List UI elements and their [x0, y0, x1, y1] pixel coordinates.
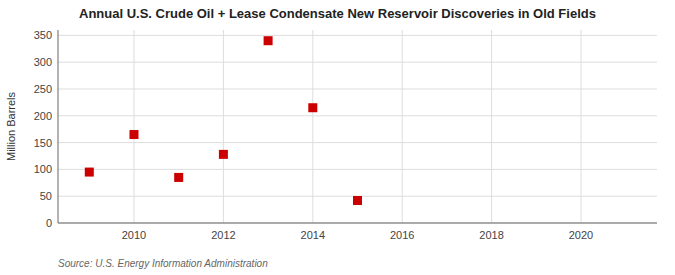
point — [219, 150, 228, 159]
chart-svg: Annual U.S. Crude Oil + Lease Condensate… — [0, 0, 675, 275]
x-tick-label: 2018 — [479, 229, 503, 241]
y-tick-label: 0 — [46, 217, 52, 229]
point — [264, 36, 273, 45]
x-axis-line — [58, 223, 657, 224]
x-grid-line — [581, 30, 582, 223]
y-grid-line — [58, 115, 657, 116]
x-tick-label: 2016 — [390, 229, 414, 241]
x-tick-label: 2014 — [301, 229, 325, 241]
point — [353, 196, 362, 205]
title: Annual U.S. Crude Oil + Lease Condensate… — [79, 6, 596, 21]
y-tick-label: 100 — [34, 163, 52, 175]
grid — [58, 30, 657, 223]
y-grid-line — [58, 62, 657, 63]
source-note: Source: U.S. Energy Information Administ… — [58, 258, 268, 269]
y-axis-label: Million Barrels — [5, 91, 17, 161]
y-tick-label: 200 — [34, 110, 52, 122]
y-tick-label: 350 — [34, 29, 52, 41]
x-tick-label: 2010 — [122, 229, 146, 241]
y-grid-line — [58, 35, 657, 36]
x-grid-line — [133, 30, 134, 223]
point — [174, 173, 183, 182]
x-grid-line — [312, 30, 313, 223]
x-tick-label: 2012 — [211, 229, 235, 241]
x-grid-line — [491, 30, 492, 223]
point — [85, 168, 94, 177]
y-grid-line — [58, 223, 657, 224]
x-grid-line — [223, 30, 224, 223]
x-tick-label: 2020 — [569, 229, 593, 241]
x-grid-line — [402, 30, 403, 223]
y-tick-label: 250 — [34, 83, 52, 95]
y-axis-line — [58, 30, 59, 223]
y-tick-label: 300 — [34, 56, 52, 68]
y-tick-label: 50 — [40, 190, 52, 202]
y-grid-line — [58, 169, 657, 170]
point — [129, 130, 138, 139]
y-grid-line — [58, 142, 657, 143]
y-grid-line — [58, 88, 657, 89]
points — [85, 36, 362, 205]
y-tick-label: 150 — [34, 137, 52, 149]
point — [308, 103, 317, 112]
chart-container: Annual U.S. Crude Oil + Lease Condensate… — [0, 0, 675, 275]
